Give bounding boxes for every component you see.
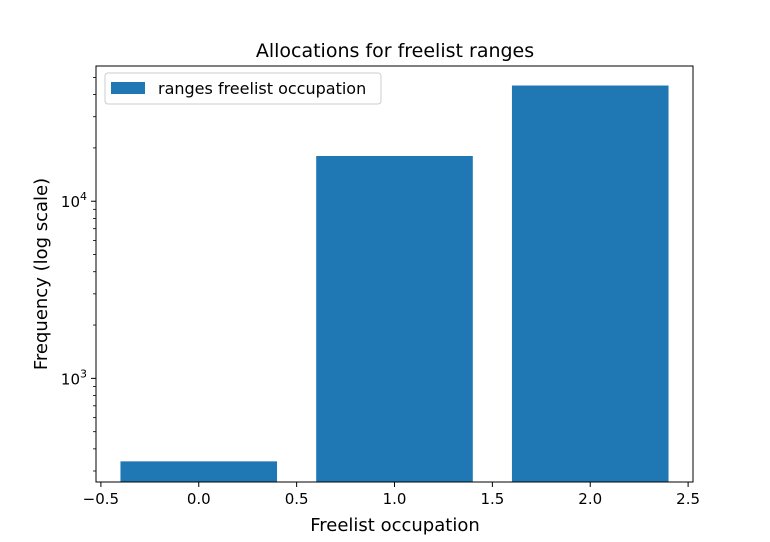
legend: ranges freelist occupation [104,72,382,105]
bars-layer [120,85,669,483]
y-tick-label: 103 [61,367,87,388]
legend-swatch [111,82,145,94]
x-tick-label: 2.0 [578,490,602,508]
x-tick-label: −0.5 [83,490,119,508]
x-tick-label: 0.5 [285,490,309,508]
x-tick-label: 0.0 [187,490,211,508]
chart-title: Allocations for freelist ranges [256,40,534,62]
legend-label: ranges freelist occupation [158,79,366,98]
y-tick-label: 104 [61,190,87,211]
bar [316,156,473,482]
x-axis-label: Freelist occupation [310,515,480,536]
bar [511,85,669,483]
ticks-layer: −0.5 0.0 0.5 1.0 1.5 2.0 2.5 103 104 [61,77,700,508]
x-tick-label: 2.5 [676,490,700,508]
legend-box [104,72,382,105]
y-axis-label: Frequency (log scale) [31,178,52,370]
plot-area-frame [95,65,694,483]
bar [120,461,278,482]
x-tick-label: 1.5 [480,490,504,508]
x-tick-label: 1.0 [383,490,407,508]
